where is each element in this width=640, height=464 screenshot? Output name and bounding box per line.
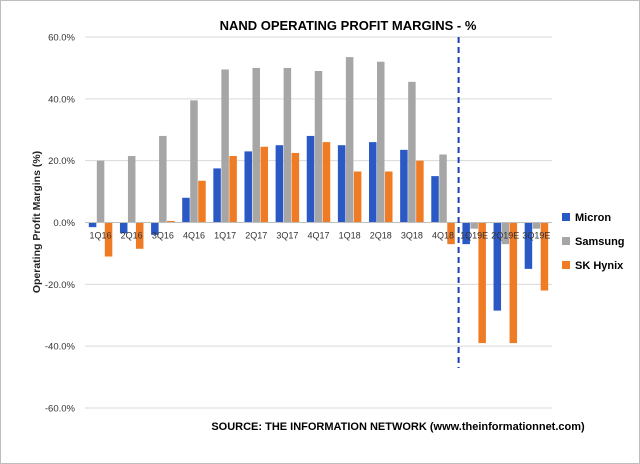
bar-micron (431, 176, 439, 223)
bar-micron (275, 145, 284, 223)
bar-micron (306, 135, 315, 223)
bar-sk-hynix (135, 222, 144, 249)
bar-samsung (96, 160, 105, 223)
bar-samsung (408, 81, 416, 223)
legend-swatch (562, 213, 570, 221)
legend-label: SK Hynix (575, 260, 624, 272)
legend-label: Micron (575, 212, 611, 224)
bar-samsung (159, 135, 167, 223)
bar-sk-hynix (198, 180, 206, 223)
x-tick-label: 1Q19E (460, 231, 488, 241)
bar-samsung (221, 69, 229, 223)
y-tick-label: -40.0% (45, 342, 76, 353)
bar-micron (524, 222, 533, 269)
bar-micron (400, 149, 408, 223)
bar-sk-hynix (104, 222, 113, 257)
bar-samsung (532, 222, 541, 229)
x-tick-label: 1Q18 (339, 231, 361, 241)
bar-sk-hynix (322, 142, 331, 223)
y-tick-label: 20.0% (48, 156, 75, 167)
bar-samsung (127, 156, 136, 223)
x-tick-label: 3Q19E (522, 231, 550, 241)
x-tick-label: 4Q16 (183, 231, 205, 241)
gridlines (85, 36, 552, 409)
bar-samsung (283, 67, 292, 223)
legend-label: Samsung (575, 236, 625, 248)
bar-samsung (439, 154, 447, 223)
bar-sk-hynix (260, 146, 268, 223)
bar-micron (151, 222, 159, 235)
bar-sk-hynix (167, 220, 175, 223)
axes: 60.0% 40.0% 20.0% 0.0% -20.0% -40.0% -60.0% 1Q1… (45, 33, 552, 415)
bar-micron (462, 222, 470, 245)
bar-micron (337, 145, 346, 223)
bar-sk-hynix (447, 222, 455, 245)
bar-micron (369, 142, 377, 223)
y-tick-label: 40.0% (48, 94, 75, 105)
bar-sk-hynix (509, 222, 518, 344)
x-tick-label: 3Q16 (152, 231, 174, 241)
y-tick-label: 0.0% (53, 218, 75, 229)
source-note: SOURCE: THE INFORMATION NETWORK (www.the… (211, 421, 585, 433)
bar-sk-hynix (229, 156, 237, 223)
bar-sk-hynix (291, 152, 300, 223)
bar-sk-hynix (353, 171, 362, 223)
y-tick-label: -60.0% (45, 404, 76, 415)
x-tick-label: 3Q18 (401, 231, 423, 241)
bar-micron (119, 222, 128, 234)
x-tick-label: 2Q19E (491, 231, 519, 241)
bar-samsung (470, 222, 478, 229)
legend: Micron Samsung SK Hynix (562, 212, 625, 272)
bar-samsung (314, 71, 323, 223)
bar-samsung (345, 57, 354, 223)
bar-samsung (501, 222, 510, 245)
bar-micron (493, 222, 502, 311)
bar-sk-hynix (416, 160, 424, 223)
x-tick-label: 2Q18 (370, 231, 392, 241)
bar-micron (88, 222, 97, 228)
bar-sk-hynix (478, 222, 486, 344)
y-tick-label: -20.0% (45, 280, 76, 291)
y-tick-label: 60.0% (48, 33, 75, 44)
bars (88, 57, 549, 344)
legend-swatch (562, 261, 570, 269)
x-tick-label: 2Q17 (245, 231, 267, 241)
x-tick-label: 3Q17 (276, 231, 298, 241)
bar-samsung (252, 67, 260, 223)
legend-swatch (562, 237, 570, 245)
x-tick-label: 1Q17 (214, 231, 236, 241)
y-axis-label: Operating Profit Margins (%) (31, 151, 43, 293)
x-tick-label: 4Q18 (432, 231, 454, 241)
x-tick-label: 4Q17 (307, 231, 329, 241)
bar-micron (182, 197, 190, 223)
chart-title: NAND OPERATING PROFIT MARGINS - % (220, 18, 477, 33)
bar-sk-hynix (540, 222, 549, 291)
bar-sk-hynix (385, 171, 393, 223)
bar-micron (213, 168, 221, 223)
bar-samsung (190, 100, 198, 223)
x-tick-label: 2Q16 (121, 231, 143, 241)
x-tick-label: 1Q16 (90, 231, 112, 241)
bar-samsung (377, 61, 385, 223)
bar-micron (244, 151, 252, 223)
